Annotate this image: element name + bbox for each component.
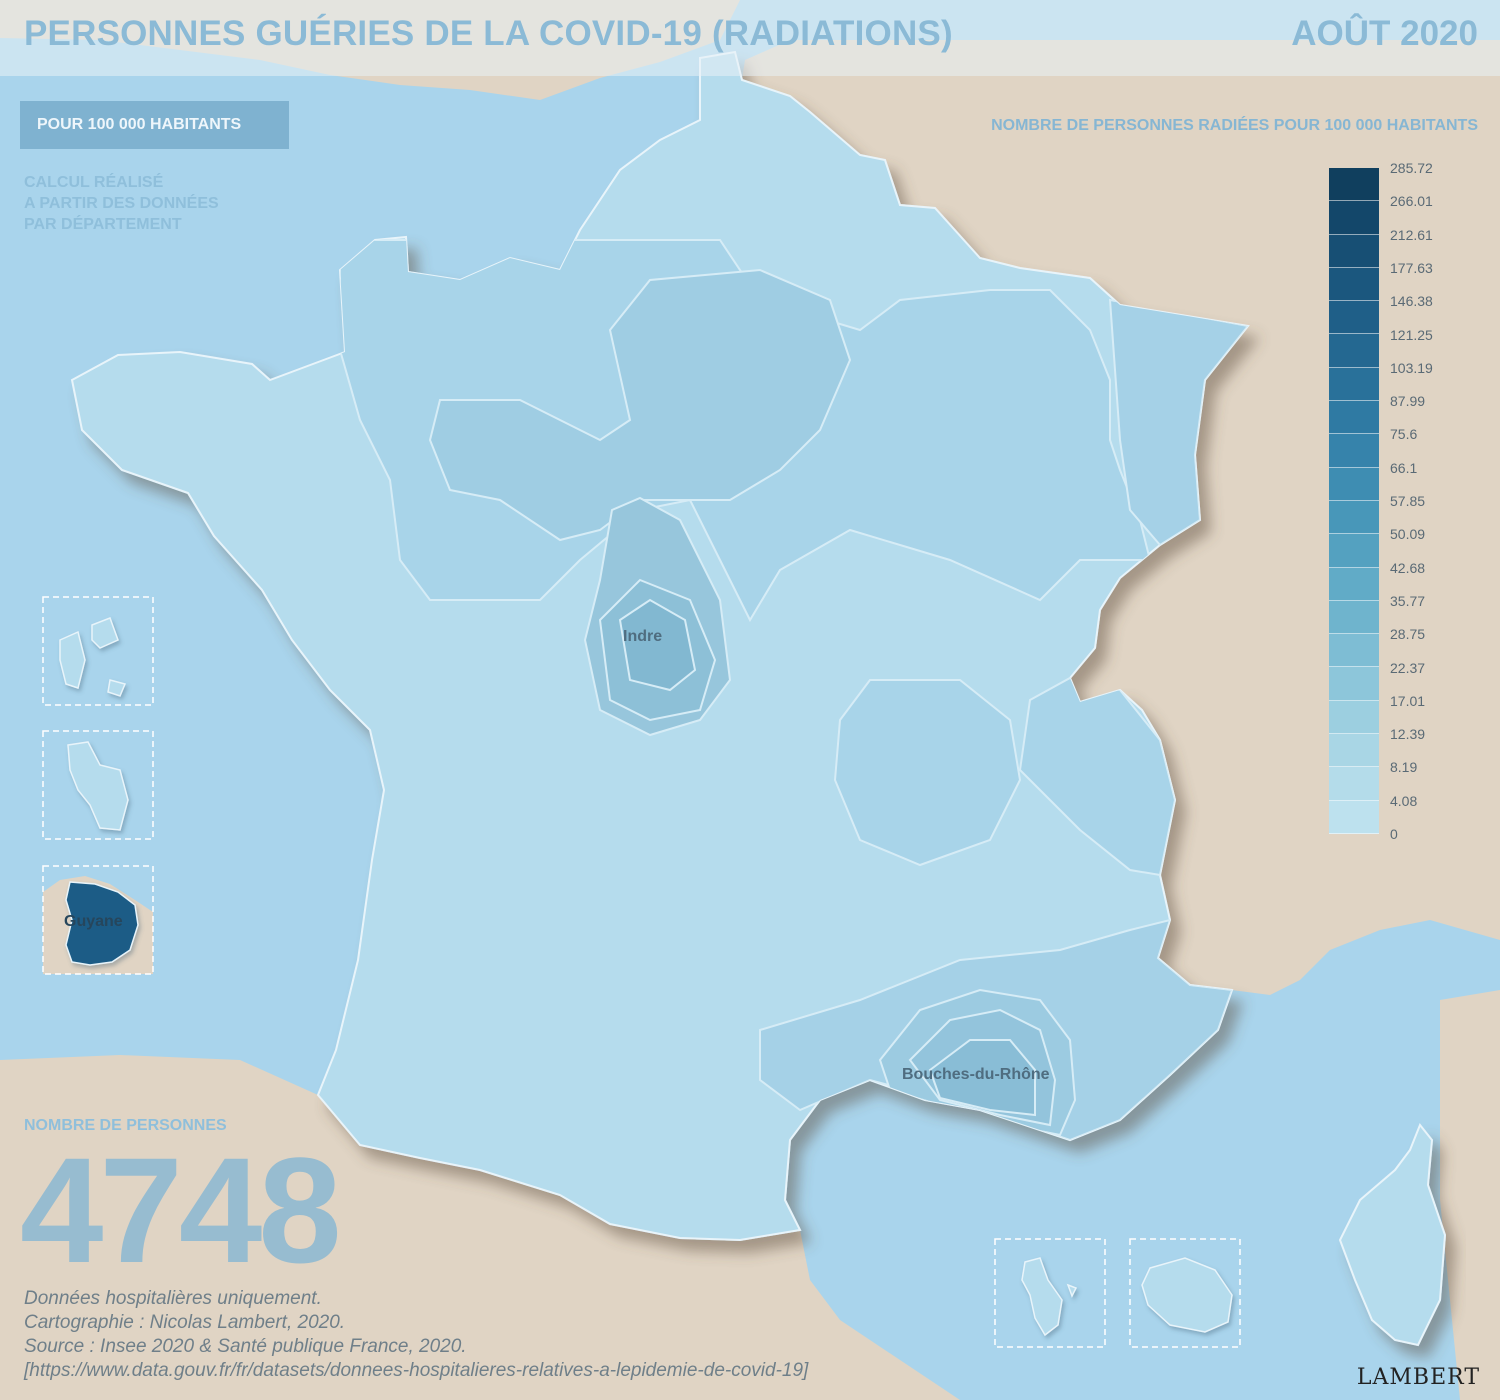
inset-frame-mayotte — [994, 1238, 1106, 1348]
inset-frame-guadeloupe — [42, 596, 154, 706]
legend-break-label: 177.63 — [1390, 259, 1433, 276]
italy-tip-land — [1440, 990, 1500, 1400]
legend-break-label: 266.01 — [1390, 193, 1433, 210]
legend-break-label: 12.39 — [1390, 726, 1426, 743]
map-title: PERSONNES GUÉRIES DE LA COVID-19 (RADIAT… — [24, 14, 953, 53]
legend-class-box — [1329, 700, 1379, 735]
inset-frame-guyane — [42, 865, 154, 975]
mayotte-island — [1021, 1257, 1078, 1337]
corsica-island — [1338, 1123, 1447, 1347]
legend-break-label: 146.38 — [1390, 293, 1433, 310]
legend-title: NOMBRE DE PERSONNES RADIÉES POUR 100 000… — [991, 117, 1478, 134]
legend-class-box — [1329, 234, 1379, 268]
legend-break-label: 0 — [1390, 826, 1398, 842]
guyane-sea — [43, 866, 153, 912]
legend-color-scale — [1329, 168, 1379, 834]
author-signature: LAMBERT — [1356, 1365, 1480, 1390]
header-band — [0, 0, 1500, 76]
source-line: Source : Insee 2020 & Santé publique Fra… — [24, 1336, 467, 1357]
legend-class-box — [1329, 634, 1379, 668]
legend-break-label: 50.09 — [1390, 526, 1426, 543]
inset-frame-martinique — [42, 730, 154, 840]
legend-break-label: 42.68 — [1390, 559, 1426, 576]
legend-break-label: 57.85 — [1390, 493, 1426, 509]
legend-break-label: 75.6 — [1390, 426, 1418, 443]
legend-class-box — [1329, 301, 1379, 335]
map-date: AOÛT 2020 — [1291, 14, 1478, 53]
legend-break-label: 285.72 — [1390, 160, 1433, 176]
contour-indre-3 — [618, 598, 697, 692]
source-line: [https://www.data.gouv.fr/fr/datasets/do… — [24, 1360, 809, 1381]
legend-class-box — [1329, 334, 1379, 368]
inset-mayotte — [994, 1238, 1106, 1348]
calc-note-line: CALCUL RÉALISÉ — [24, 174, 164, 191]
legend-break-label: 8.19 — [1390, 759, 1418, 776]
legend-break-label: 28.75 — [1390, 626, 1426, 643]
legend-class-box — [1329, 401, 1379, 435]
source-line: Cartographie : Nicolas Lambert, 2020. — [24, 1312, 346, 1333]
contour-northwest-lobe — [428, 268, 852, 542]
inset-frame-reunion — [1129, 1238, 1241, 1348]
source-line: Données hospitalières uniquement. — [24, 1288, 322, 1309]
legend-class-box — [1329, 434, 1379, 468]
inset-guyane — [42, 865, 154, 975]
legend-class-box — [1329, 600, 1379, 635]
contour-center-east — [833, 679, 1022, 867]
legend-break-label: 212.61 — [1390, 226, 1433, 243]
france-metropole — [71, 51, 1249, 1241]
label-indre: Indre — [623, 628, 663, 645]
source-notes: Données hospitalières uniquement. Cartog… — [24, 1287, 808, 1383]
label-bouches-du-rhone: Bouches-du-Rhône — [902, 1066, 1050, 1083]
contour-bdr-3 — [928, 1039, 1036, 1117]
guadeloupe-island — [59, 617, 127, 697]
legend-break-label: 17.01 — [1390, 692, 1426, 709]
legend-break-label: 35.77 — [1390, 592, 1426, 609]
total-value: 4748 — [20, 1126, 342, 1294]
per-100k-button[interactable]: POUR 100 000 HABITANTS — [20, 101, 289, 149]
reunion-island — [1141, 1257, 1233, 1333]
legend-class-box — [1329, 201, 1379, 235]
legend-class-box — [1329, 534, 1379, 568]
legend-class-box — [1329, 567, 1379, 601]
label-guyane: Guyane — [64, 913, 123, 930]
legend-break-label: 4.08 — [1390, 792, 1418, 809]
belgium-germany-italy-land — [742, 40, 1500, 995]
legend-break-label: 66.1 — [1390, 459, 1418, 476]
iberia-land — [0, 1055, 960, 1400]
legend-class-box — [1329, 734, 1379, 768]
legend-class-box — [1329, 467, 1379, 501]
legend-class-box — [1329, 800, 1379, 834]
martinique-island — [67, 741, 129, 831]
legend-class-box — [1329, 367, 1379, 402]
legend-break-label: 87.99 — [1390, 393, 1426, 410]
total-label: NOMBRE DE PERSONNES — [24, 1117, 227, 1134]
legend-break-label: 22.37 — [1390, 659, 1426, 676]
inset-martinique — [42, 730, 154, 840]
calc-note-line: PAR DÉPARTEMENT — [24, 216, 182, 233]
legend-class-box — [1329, 168, 1379, 202]
guyane-territory — [65, 881, 139, 966]
calc-note-line: A PARTIR DES DONNÉES — [24, 195, 219, 212]
legend-class-box — [1329, 267, 1379, 302]
legend-class-box — [1329, 500, 1379, 535]
inset-reunion — [1129, 1238, 1241, 1348]
legend-break-label: 121.25 — [1390, 326, 1433, 343]
legend-class-box — [1329, 667, 1379, 701]
contour-east — [1108, 298, 1248, 547]
legend-break-label: 103.19 — [1390, 359, 1433, 376]
calc-note: CALCUL RÉALISÉ A PARTIR DES DONNÉES PAR … — [24, 172, 219, 235]
legend-class-box — [1329, 767, 1379, 801]
inset-guadeloupe — [42, 596, 154, 706]
